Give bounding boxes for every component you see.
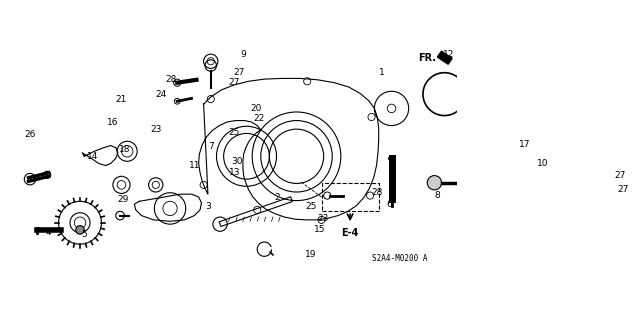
Text: 16: 16 — [107, 118, 118, 127]
Text: 6: 6 — [387, 200, 392, 209]
Text: 1: 1 — [380, 68, 385, 77]
Text: 7: 7 — [208, 143, 214, 152]
Text: 25: 25 — [305, 202, 317, 211]
Text: 13: 13 — [228, 168, 240, 177]
Text: 23: 23 — [317, 214, 328, 223]
Text: 15: 15 — [314, 226, 326, 234]
Text: 2: 2 — [275, 192, 280, 202]
Text: 30: 30 — [232, 157, 243, 166]
Text: 27: 27 — [234, 68, 245, 77]
Text: 27: 27 — [618, 185, 628, 194]
Text: 27: 27 — [614, 171, 626, 180]
Text: 27: 27 — [228, 78, 240, 87]
Text: 23: 23 — [150, 125, 161, 134]
Text: 8: 8 — [435, 191, 440, 200]
Text: 29: 29 — [117, 195, 129, 204]
Text: 4: 4 — [46, 228, 51, 237]
Text: 20: 20 — [250, 104, 262, 113]
Text: 24: 24 — [155, 90, 166, 99]
Text: 21: 21 — [116, 95, 127, 104]
Bar — [321, 183, 379, 211]
Text: 28: 28 — [166, 75, 177, 84]
Text: 26: 26 — [24, 130, 36, 139]
Text: 11: 11 — [189, 161, 200, 170]
Text: S2A4-M0200 A: S2A4-M0200 A — [372, 255, 428, 263]
Text: 22: 22 — [253, 114, 264, 123]
Text: 9: 9 — [240, 50, 246, 59]
Circle shape — [76, 226, 84, 234]
Text: 14: 14 — [87, 152, 99, 161]
Circle shape — [428, 175, 442, 190]
Text: 12: 12 — [443, 50, 454, 59]
Text: 5: 5 — [81, 230, 87, 239]
Text: E-4: E-4 — [341, 228, 359, 238]
Text: FR.: FR. — [418, 53, 436, 63]
Text: 28: 28 — [372, 188, 383, 197]
Text: 10: 10 — [537, 159, 548, 168]
Text: 17: 17 — [520, 140, 531, 149]
Text: 25: 25 — [228, 128, 240, 137]
FancyArrow shape — [437, 51, 452, 64]
Text: 18: 18 — [119, 145, 131, 154]
Text: 19: 19 — [305, 250, 317, 259]
Text: 3: 3 — [205, 202, 211, 211]
